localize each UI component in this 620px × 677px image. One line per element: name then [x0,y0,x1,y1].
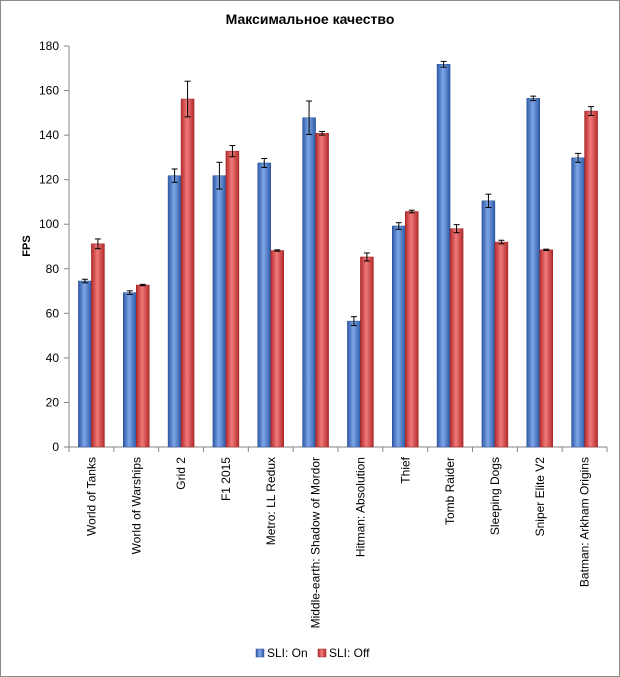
y-tick-label: 60 [46,306,60,320]
y-tick-label: 40 [46,351,60,365]
bar-sli-on [436,64,451,448]
x-tick-label: Thief [398,456,412,483]
x-tick-label: Grid 2 [174,457,188,490]
y-tick-label: 100 [39,217,59,231]
bar-sli-on [302,117,316,448]
bar-sli-off [405,211,419,448]
y-tick-label: 0 [52,440,59,454]
bar-sli-on [167,175,182,448]
legend-swatch-sli-off [317,648,327,658]
y-tick-label: 80 [46,262,60,276]
y-tick-label: 140 [39,128,59,142]
x-tick-label: Sleeping Dogs [488,457,502,535]
bar-sli-on [526,98,540,448]
bar-sli-on [257,162,271,448]
bar-sli-off [315,133,329,448]
bar-sli-off [539,249,553,448]
bar-sli-on [392,225,406,448]
x-tick-label: Tomb Raider [443,457,457,525]
legend-label-sli-off: SLI: Off [329,646,370,660]
plot-area: 0 20 40 60 80 100 120 140 160 180 World of Tanks Wo… [39,39,608,628]
bar-sli-on [571,157,585,448]
y-tick-label: 20 [46,395,60,409]
x-tick-label: Sniper Elite V2 [533,457,547,537]
legend-label-sli-on: SLI: On [267,646,308,660]
y-axis-label: FPS [21,235,33,256]
bar-sli-off [584,110,598,448]
x-tick-label: Metro: LL Redux [264,457,278,545]
bar-sli-off [180,98,195,448]
bar-sli-off [225,150,240,448]
bar-sli-off [91,243,105,448]
bar-sli-off [270,250,284,448]
y-tick-label: 120 [39,173,59,187]
bar-sli-on [123,292,137,448]
bar-sli-off [449,228,464,448]
bar-sli-off [494,241,509,448]
x-tick-label: F1 2015 [219,457,233,501]
legend: SLI: On SLI: Off [255,646,370,660]
bar-sli-on [481,200,496,448]
x-tick-label: World of Warships [129,457,143,554]
x-tick-label: World of Tanks [84,457,98,536]
x-tick-label: Hitman: Absolution [353,457,367,557]
chart-title: Максимальное качество [226,11,395,27]
y-tick-label: 180 [39,39,59,53]
bar-sli-off [360,256,374,448]
x-tick-label: Batman: Arkham Origins [578,457,592,587]
legend-swatch-sli-on [255,648,265,658]
bar-sli-on [78,280,92,448]
y-tick-label: 160 [39,84,59,98]
bar-sli-on [347,320,361,448]
x-tick-label: Middle-earth: Shadow of Mordor [309,457,323,628]
bar-sli-on [212,175,227,448]
bar-sli-off [136,284,150,448]
